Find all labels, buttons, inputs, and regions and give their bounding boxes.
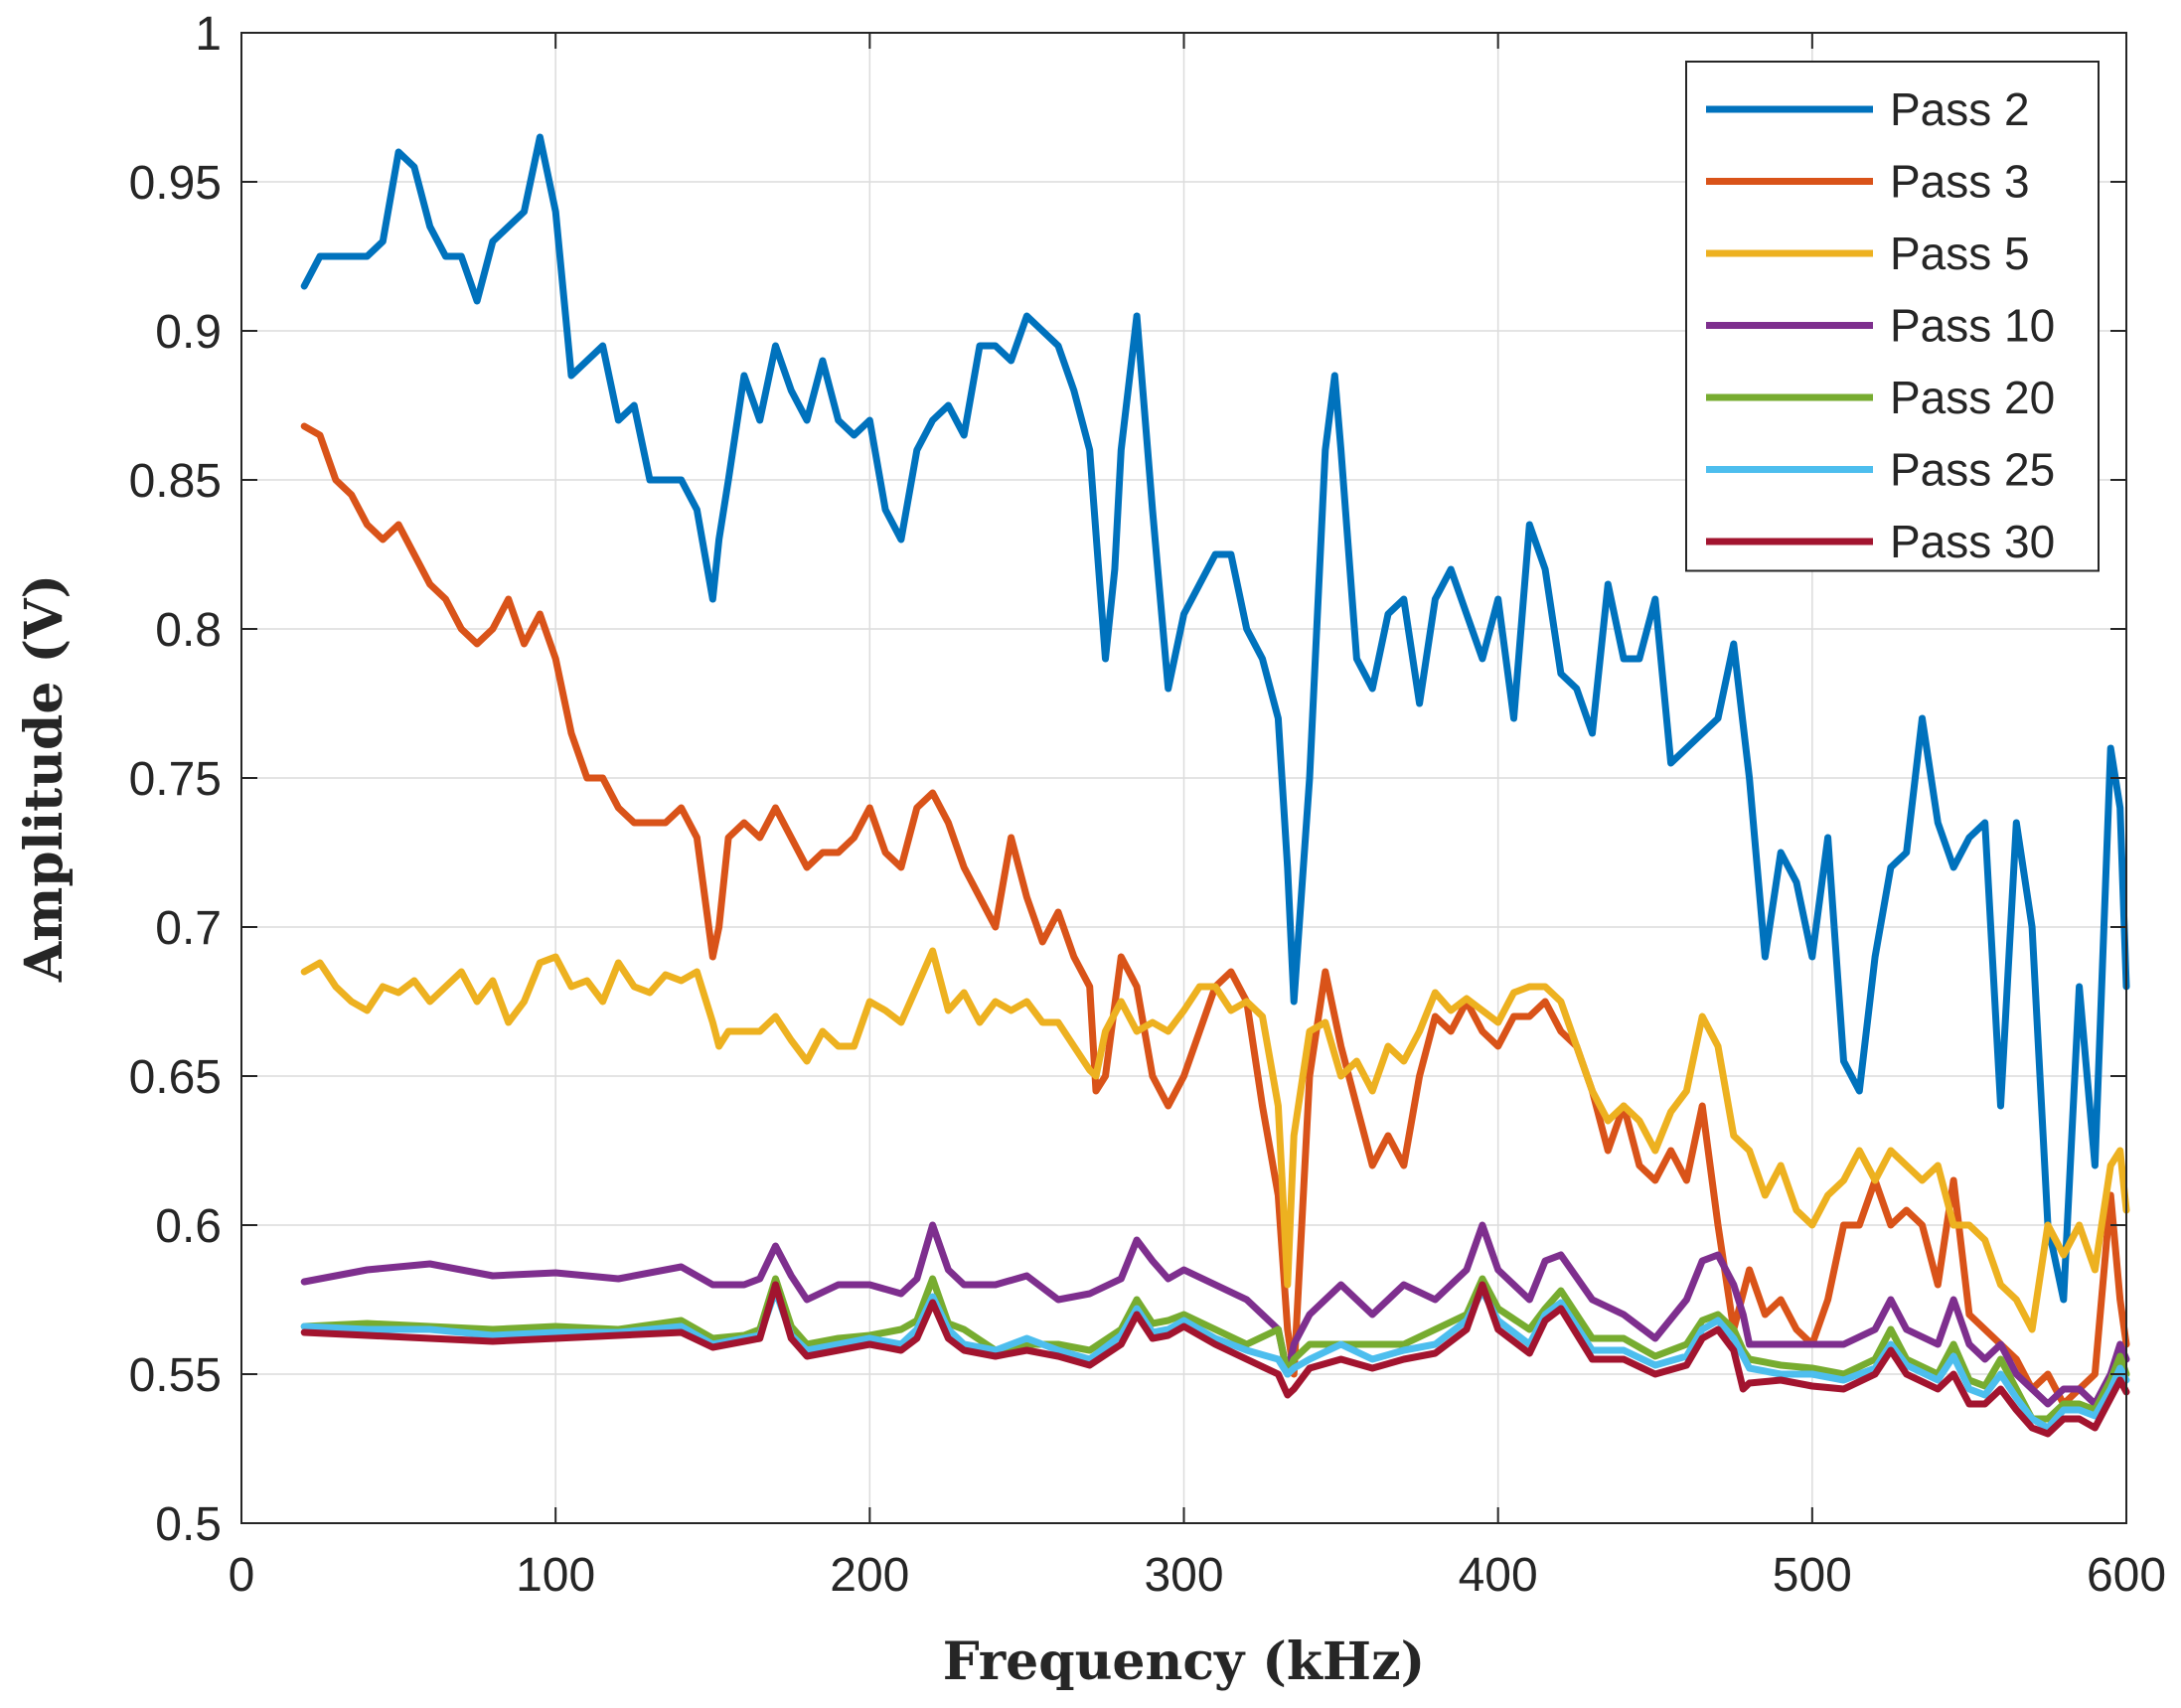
series-line-pass-5	[300, 947, 2130, 1333]
y-tick-label: 0.85	[129, 455, 222, 508]
x-tick-label: 500	[1773, 1549, 1852, 1602]
legend-label: Pass 5	[1890, 228, 2030, 279]
x-tick-label: 100	[516, 1549, 595, 1602]
series-line-pass-25	[300, 1287, 2130, 1432]
y-tick-label: 0.9	[155, 306, 222, 359]
legend-box	[1685, 61, 2100, 572]
x-axis-label: Frequency (kHz)	[943, 1631, 1425, 1692]
axes	[240, 32, 2127, 1524]
series-group	[300, 133, 2130, 1438]
series-line-pass-10	[300, 1221, 2130, 1408]
tick-labels: 0 100 200 300 400 500 600 0.5 0.55 0.6 0.65 0.7 0.75…	[129, 8, 2166, 1602]
y-tick-label: 0.75	[129, 753, 222, 806]
legend-label: Pass 25	[1890, 444, 2055, 496]
x-tick-label: 0	[229, 1549, 255, 1602]
legend-label: Pass 30	[1890, 516, 2055, 567]
y-tick-label: 0.7	[155, 902, 222, 955]
series-line-pass-30	[300, 1281, 2130, 1438]
legend-label: Pass 20	[1890, 372, 2055, 423]
x-tick-label: 300	[1144, 1549, 1223, 1602]
y-tick-label: 0.65	[129, 1051, 222, 1104]
y-tick-label: 1	[195, 8, 222, 61]
y-axis-label: Amplitude (V)	[14, 574, 75, 983]
legend-label: Pass 2	[1890, 83, 2030, 135]
y-tick-label: 0.6	[155, 1200, 222, 1253]
legend-label: Pass 3	[1890, 156, 2030, 208]
y-tick-label: 0.8	[155, 604, 222, 657]
x-tick-label: 400	[1459, 1549, 1538, 1602]
legend-label: Pass 10	[1890, 300, 2055, 352]
x-tick-label: 200	[830, 1549, 909, 1602]
series-line-pass-2	[300, 133, 2130, 1304]
y-tick-label: 0.95	[129, 157, 222, 210]
y-tick-label: 0.55	[129, 1349, 222, 1402]
legend: Pass 2 Pass 3 Pass 5 Pass 10 Pass 20 Pass 25 P…	[1685, 61, 2100, 572]
x-tick-label: 600	[2087, 1549, 2166, 1602]
y-tick-label: 0.5	[155, 1498, 222, 1551]
series-line-pass-20	[300, 1275, 2130, 1423]
